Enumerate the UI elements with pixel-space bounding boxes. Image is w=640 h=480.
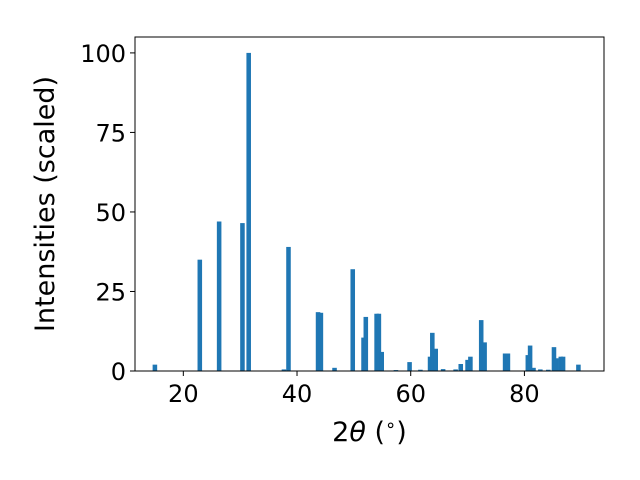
bar-40: [576, 364, 581, 371]
bar-10: [350, 269, 356, 371]
bar-32: [527, 345, 533, 371]
bar-8: [318, 312, 324, 371]
x-axis-label-degree: ∘: [385, 415, 396, 436]
bar-1: [197, 259, 203, 371]
x-tick-label: 40: [282, 380, 313, 408]
x-axis-label: 2θ (∘): [332, 415, 407, 448]
bars-group: [152, 52, 581, 372]
bar-26: [468, 356, 473, 371]
bar-20: [430, 332, 435, 371]
bar-23: [453, 369, 458, 371]
bar-22: [440, 369, 446, 371]
plot-frame: [134, 36, 605, 372]
bar-39: [560, 356, 566, 371]
bar-34: [538, 369, 543, 371]
bar-7: [315, 312, 321, 371]
bar-28: [482, 342, 487, 371]
x-axis-label-close: ): [396, 417, 407, 448]
bar-25: [465, 359, 470, 371]
bar-38: [558, 356, 564, 371]
y-tick-label: 25: [95, 278, 126, 306]
bar-17: [407, 362, 412, 371]
bar-29: [502, 353, 508, 371]
x-axis-label-theta: θ: [349, 417, 366, 448]
y-axis-ticks: 0 25 50 75 100: [80, 40, 135, 386]
x-tick-label: 60: [395, 380, 426, 408]
bar-37: [553, 358, 559, 371]
bar-27: [478, 320, 484, 371]
x-tick-label: 20: [168, 380, 199, 408]
bar-24: [458, 364, 464, 371]
bar-14: [376, 313, 382, 371]
bar-18: [418, 369, 423, 371]
bar-13: [374, 313, 379, 371]
x-tick-label: 80: [509, 380, 540, 408]
y-tick-label: 50: [95, 199, 126, 227]
bar-33: [531, 367, 536, 371]
bar-5: [281, 369, 287, 371]
bar-9: [332, 367, 337, 371]
x-axis-label-open: (: [366, 417, 385, 448]
bar-2: [216, 221, 222, 371]
bar-30: [505, 353, 511, 371]
bar-15: [379, 351, 384, 371]
y-axis-label: Intensities (scaled): [30, 76, 61, 332]
y-tick-label: 0: [111, 358, 126, 386]
x-axis-label-prefix: 2: [332, 417, 349, 448]
bar-0: [152, 364, 158, 371]
bar-35: [546, 369, 551, 371]
bar-6: [286, 246, 291, 371]
y-tick-label: 75: [95, 119, 126, 147]
bar-21: [433, 348, 438, 371]
bar-12: [363, 316, 369, 371]
bar-3: [240, 223, 245, 371]
x-axis-ticks: 20 40 60 80: [168, 371, 540, 408]
bar-4: [246, 52, 251, 372]
y-tick-label: 100: [80, 40, 126, 68]
